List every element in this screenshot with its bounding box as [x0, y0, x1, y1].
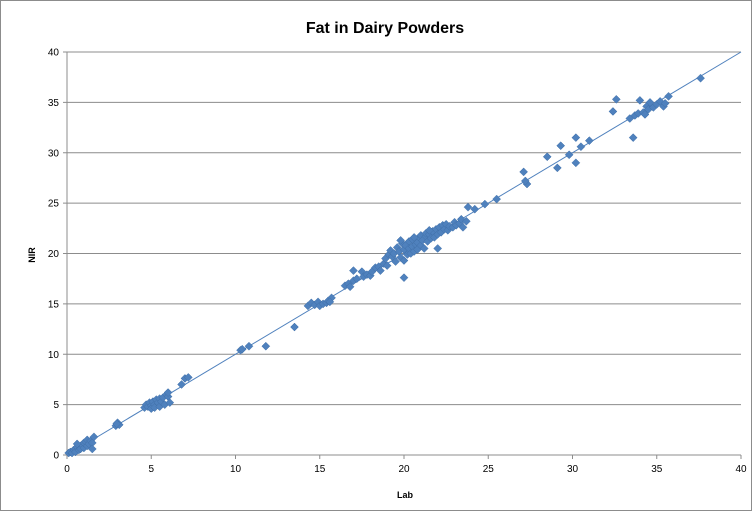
data-point [87, 444, 97, 454]
data-point [542, 152, 552, 162]
data-point [419, 244, 429, 253]
data-point [520, 176, 530, 186]
data-point [552, 163, 562, 173]
x-tick-label: 40 [735, 464, 747, 475]
data-point [519, 167, 528, 177]
x-tick-label: 15 [314, 464, 326, 475]
data-point [424, 225, 434, 235]
data-point [611, 94, 621, 104]
data-point [382, 261, 392, 270]
x-tick-label: 20 [398, 464, 410, 475]
chart-title: Fat in Dairy Powders [306, 20, 464, 37]
data-point [463, 202, 473, 212]
tick-labels: 0 5 10 15 20 25 30 35 40 0 5 10 15 20 25 30 35 40 [48, 48, 747, 476]
data-point [628, 133, 638, 142]
x-tick-label: 0 [64, 464, 70, 475]
y-tick-label: 30 [48, 148, 60, 159]
data-points [64, 73, 705, 458]
data-point [89, 432, 99, 442]
data-point [480, 199, 490, 209]
axes [63, 51, 742, 459]
data-point [290, 322, 299, 332]
data-point [244, 341, 254, 351]
x-tick-label: 30 [567, 464, 579, 475]
data-point [163, 388, 173, 397]
data-point [696, 73, 705, 83]
data-point [399, 256, 409, 265]
y-tick-label: 15 [48, 299, 60, 310]
data-point [576, 142, 586, 152]
data-point [237, 344, 247, 354]
data-point [349, 266, 358, 275]
data-point [461, 216, 471, 226]
data-point [399, 273, 409, 283]
data-point [112, 419, 122, 429]
y-axis-label: NIR [27, 247, 37, 263]
data-point [492, 194, 502, 204]
data-point [165, 398, 175, 407]
data-point [571, 158, 581, 168]
data-point [645, 98, 655, 107]
data-point [635, 96, 645, 105]
y-tick-label: 5 [53, 400, 59, 411]
x-axis-label: Lab [397, 490, 414, 500]
data-point [608, 107, 618, 116]
data-point [409, 233, 419, 242]
x-tick-label: 10 [230, 464, 242, 475]
data-point [325, 297, 335, 307]
data-point [458, 222, 468, 232]
data-point [345, 282, 355, 292]
data-point [556, 141, 566, 151]
y-tick-label: 20 [48, 249, 60, 260]
y-tick-label: 25 [48, 199, 60, 210]
x-tick-label: 25 [483, 464, 495, 475]
data-point [177, 380, 186, 389]
data-point [391, 257, 400, 266]
data-point [376, 266, 385, 275]
data-point [72, 439, 82, 449]
gridlines [67, 51, 741, 406]
data-point [261, 341, 271, 351]
data-point [433, 244, 443, 253]
y-tick-label: 40 [48, 48, 60, 59]
y-tick-label: 35 [48, 98, 60, 109]
data-point [660, 99, 670, 108]
y-tick-label: 0 [53, 451, 59, 462]
data-point [470, 204, 480, 214]
x-tick-label: 35 [651, 464, 663, 475]
data-point [396, 236, 405, 245]
data-point [352, 274, 362, 284]
data-point [640, 110, 650, 119]
data-point [571, 133, 581, 142]
data-point [664, 91, 673, 101]
data-point [584, 136, 594, 146]
x-tick-label: 5 [148, 464, 154, 475]
data-point [183, 373, 193, 382]
data-point [564, 150, 574, 160]
y-tick-label: 10 [48, 350, 60, 361]
